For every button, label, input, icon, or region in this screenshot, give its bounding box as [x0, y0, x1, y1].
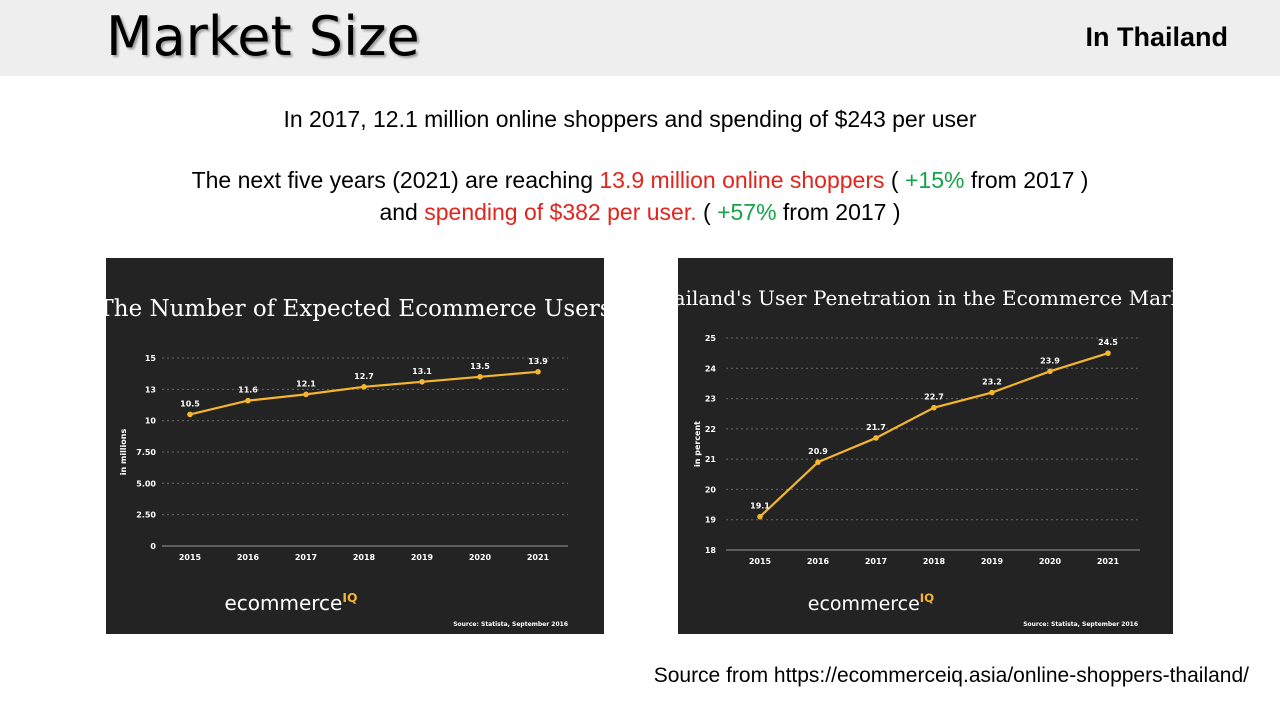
header-band	[0, 0, 1280, 76]
x-tick-label: 2016	[807, 557, 830, 566]
brand-text: ecommerce	[224, 591, 342, 615]
data-label: 23.9	[1040, 356, 1060, 365]
region-label: In Thailand	[1085, 22, 1228, 52]
source-text: Source from https://ecommerceiq.asia/onl…	[653, 664, 1249, 687]
data-label: 13.5	[470, 362, 490, 371]
chart-title: The Number of Expected Ecommerce Users	[106, 296, 604, 322]
x-tick-label: 2020	[469, 553, 492, 562]
y-axis-title: in percent	[693, 421, 702, 467]
x-tick-label: 2021	[1097, 557, 1120, 566]
summary-line-3: and spending of $382 per user. ( +57% fr…	[0, 196, 1280, 228]
chart-title: Thailand's User Penetration in the Ecomm…	[678, 286, 1173, 310]
data-label: 11.6	[238, 386, 258, 395]
data-label: 10.5	[180, 399, 200, 408]
text: and	[379, 199, 425, 225]
y-tick-label: 25	[705, 334, 717, 343]
growth-users: +15%	[904, 167, 965, 193]
x-tick-label: 2019	[981, 557, 1004, 566]
data-label: 13.1	[412, 367, 432, 376]
chart-footnote: Source: Statista, September 2016	[1023, 621, 1138, 628]
data-point	[245, 397, 251, 404]
data-label: 24.5	[1098, 338, 1118, 347]
x-tick-label: 2019	[411, 553, 434, 562]
data-point	[361, 384, 367, 390]
y-tick-label: 0	[150, 542, 156, 551]
data-point	[477, 374, 483, 380]
text: from 2017 )	[964, 167, 1089, 193]
y-tick-label: 13	[145, 385, 156, 394]
brand-logo: ecommerceIQ	[224, 590, 357, 615]
y-tick-label: 15	[145, 354, 157, 363]
text: The next five years (2021) are reaching	[191, 167, 600, 193]
data-label: 20.9	[808, 447, 828, 456]
x-tick-label: 2018	[353, 553, 376, 562]
y-tick-label: 10	[145, 417, 157, 426]
y-tick-label: 23	[705, 395, 716, 404]
y-tick-label: 18	[705, 546, 717, 555]
brand-superscript: IQ	[342, 590, 357, 605]
chart-panel-penetration: Thailand's User Penetration in the Ecomm…	[678, 258, 1173, 634]
data-point	[1105, 350, 1111, 356]
summary-line-2: The next five years (2021) are reaching …	[0, 164, 1280, 196]
x-tick-label: 2017	[865, 557, 887, 566]
chart-panel-users: The Number of Expected Ecommerce Users 0 2…	[106, 258, 604, 634]
x-tick-label: 2021	[527, 553, 550, 562]
text: from 2017 )	[776, 199, 901, 225]
data-point	[757, 513, 763, 520]
data-point	[815, 459, 821, 465]
highlight-spending: spending of $382 per user.	[424, 199, 697, 225]
summary-line-1: In 2017, 12.1 million online shoppers an…	[283, 106, 977, 132]
data-point	[535, 368, 541, 375]
chart-footnote: Source: Statista, September 2016	[453, 621, 568, 628]
data-label: 19.1	[750, 502, 770, 511]
highlight-users: 13.9 million online shoppers	[599, 167, 885, 193]
y-tick-label: 2.50	[136, 511, 156, 520]
chart-users: The Number of Expected Ecommerce Users 0 2…	[106, 296, 604, 628]
data-point	[1047, 368, 1053, 375]
data-point	[419, 379, 425, 385]
chart-penetration: Thailand's User Penetration in the Ecomm…	[678, 286, 1173, 628]
text: (	[696, 199, 718, 225]
data-point	[931, 404, 937, 411]
data-label: 13.9	[528, 357, 548, 366]
brand-text: ecommerce	[808, 593, 920, 615]
text: (	[884, 167, 905, 193]
y-tick-label: 22	[705, 425, 716, 434]
data-point	[187, 411, 193, 418]
data-point	[873, 435, 879, 441]
y-axis-title: in millions	[119, 429, 128, 476]
y-tick-label: 20	[705, 485, 717, 494]
page-title: Market Size	[106, 5, 420, 68]
summary-lines: The next five years (2021) are reaching …	[0, 164, 1280, 228]
x-tick-label: 2016	[237, 553, 260, 562]
series-line	[759, 352, 1109, 518]
y-tick-label: 21	[705, 455, 717, 464]
data-label: 22.7	[924, 393, 944, 402]
data-label: 12.1	[296, 379, 316, 388]
data-label: 12.7	[354, 372, 374, 381]
data-label: 23.2	[982, 378, 1002, 387]
growth-spending: +57%	[717, 199, 777, 225]
brand-superscript: IQ	[920, 591, 934, 605]
x-tick-label: 2018	[923, 557, 946, 566]
x-tick-label: 2017	[295, 553, 317, 562]
brand-logo: ecommerceIQ	[808, 591, 934, 615]
x-tick-label: 2020	[1039, 557, 1062, 566]
data-point	[989, 389, 995, 396]
y-tick-label: 19	[705, 516, 717, 525]
data-point	[303, 391, 309, 398]
y-tick-label: 5.00	[136, 479, 156, 488]
x-tick-label: 2015	[749, 557, 772, 566]
x-tick-label: 2015	[179, 553, 202, 562]
data-label: 21.7	[866, 423, 886, 432]
y-tick-label: 24	[705, 364, 717, 373]
y-tick-label: 7.50	[136, 448, 156, 457]
